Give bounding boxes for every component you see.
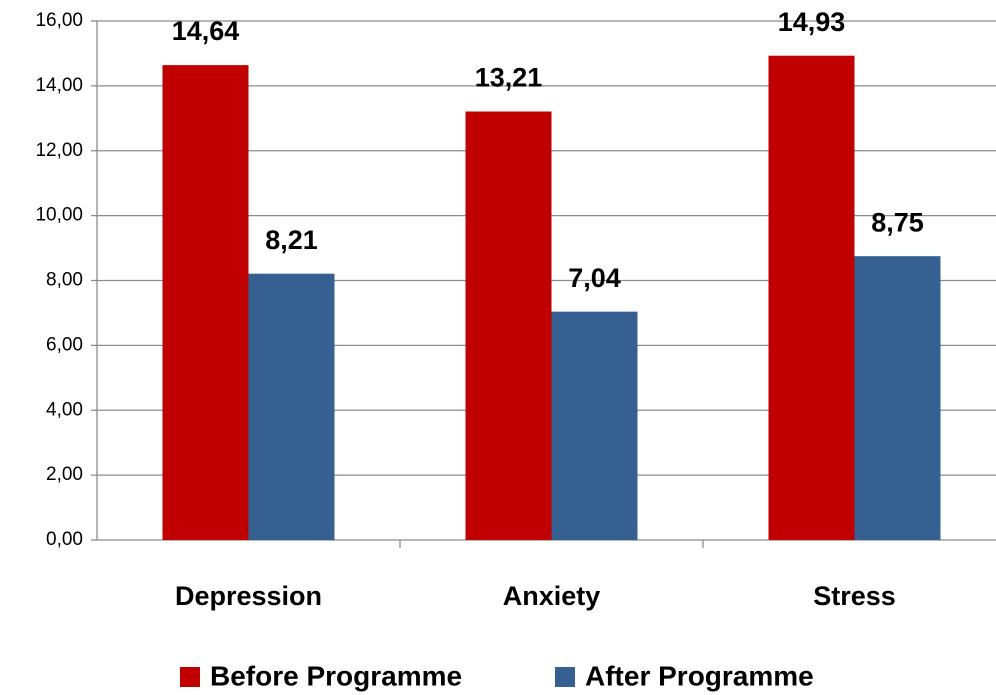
y-tick-label: 2,00 <box>46 464 83 485</box>
bar <box>854 256 941 540</box>
data-label: 8,21 <box>265 225 318 255</box>
legend-swatch <box>555 667 575 687</box>
x-tick-label: Depression <box>175 581 322 611</box>
legend-label: After Programme <box>585 660 814 691</box>
y-tick-label: 4,00 <box>46 399 83 420</box>
y-tick-label: 10,00 <box>35 205 83 226</box>
x-tick-label: Stress <box>813 581 896 611</box>
bar <box>248 273 335 540</box>
data-label: 13,21 <box>475 63 543 93</box>
y-tick-label: 12,00 <box>35 140 83 161</box>
data-label: 14,93 <box>778 7 846 37</box>
bar <box>162 65 249 541</box>
bar <box>465 111 552 541</box>
y-tick-label: 14,00 <box>35 75 83 96</box>
bar <box>551 311 638 540</box>
y-tick-label: 8,00 <box>46 270 83 291</box>
data-label: 7,04 <box>568 263 621 293</box>
y-tick-label: 6,00 <box>46 334 83 355</box>
y-tick-label: 0,00 <box>46 529 83 550</box>
data-label: 14,64 <box>172 16 240 46</box>
y-tick-label: 16,00 <box>35 10 83 31</box>
bar <box>768 55 855 540</box>
data-label: 8,75 <box>871 207 924 237</box>
x-tick-label: Anxiety <box>503 581 601 611</box>
legend-swatch <box>180 667 200 687</box>
legend-label: Before Programme <box>210 660 462 691</box>
